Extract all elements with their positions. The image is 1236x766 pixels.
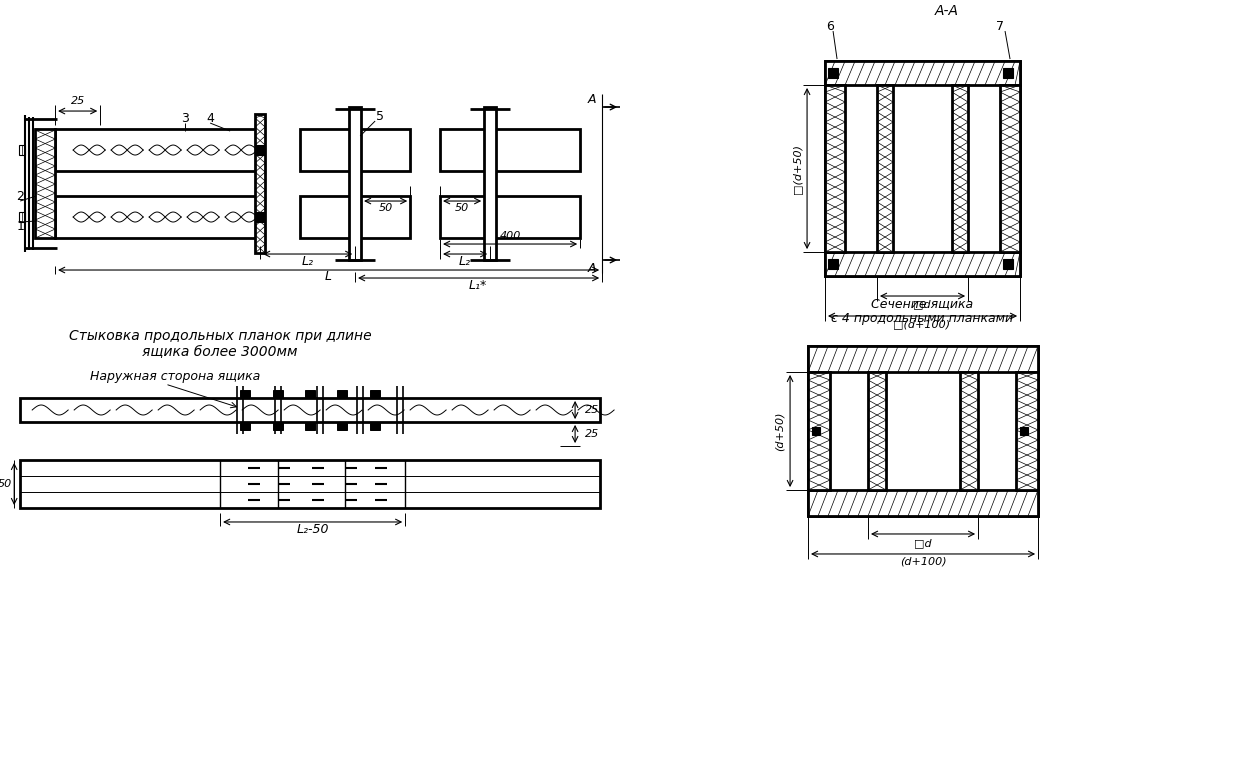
Text: L₂-50: L₂-50 [297,523,329,536]
Bar [440,196,580,238]
Text: 50: 50 [0,479,12,489]
Text: 3: 3 [182,112,189,125]
Text: L₁*: L₁* [468,279,487,292]
Bar [370,423,381,430]
Bar [828,259,838,269]
Bar [826,61,1020,85]
Bar [808,490,1038,516]
Bar [1004,259,1014,269]
Bar [20,145,25,155]
Text: 25: 25 [585,429,599,439]
Bar [1020,427,1028,435]
Text: □(d+100): □(d+100) [894,319,950,329]
Bar [256,212,265,222]
Text: А-А: А-А [936,4,959,18]
Text: L: L [325,270,331,283]
Bar [370,390,381,397]
Bar [273,423,283,430]
Bar [305,423,315,430]
Bar [826,85,845,252]
Bar [440,129,580,171]
Bar [812,427,819,435]
Bar [273,390,283,397]
Text: Сечение ящика: Сечение ящика [871,297,973,310]
Text: L₂: L₂ [459,254,471,267]
Text: 50: 50 [455,203,470,213]
Bar [300,196,410,238]
Bar [349,107,361,260]
Bar [828,68,838,78]
Bar [1016,372,1038,490]
Bar [240,423,250,430]
Bar [868,372,886,490]
Bar [878,85,894,252]
Text: □d: □d [913,299,931,309]
Bar [56,129,260,171]
Bar [808,346,1038,516]
Bar [255,114,266,253]
Bar [337,423,347,430]
Bar [1004,68,1014,78]
Bar [20,460,601,508]
Text: 7: 7 [996,20,1004,32]
Text: 6: 6 [826,20,834,32]
Text: 25: 25 [70,96,85,106]
Text: □d: □d [915,538,932,548]
Bar [337,390,347,397]
Bar [826,252,1020,276]
Bar [305,390,315,397]
Text: Стыковка продольных планок при длине: Стыковка продольных планок при длине [69,329,372,343]
Bar [1000,85,1020,252]
Bar [960,372,978,490]
Bar [20,212,25,222]
Text: L₂: L₂ [302,254,314,267]
Bar [952,85,968,252]
Text: А: А [588,93,596,106]
Bar [826,61,1020,276]
Bar [808,346,1038,372]
Text: 2: 2 [16,189,25,202]
Text: 1: 1 [16,220,25,233]
Bar [240,390,250,397]
Text: ящика более 3000мм: ящика более 3000мм [142,345,298,359]
Text: (d+100): (d+100) [900,557,947,567]
Text: 25: 25 [585,405,599,415]
Bar [808,372,831,490]
Text: 4: 4 [206,112,214,125]
Text: Наружная сторона ящика: Наружная сторона ящика [90,369,261,382]
Bar [300,129,410,171]
Text: 50: 50 [378,203,393,213]
Bar [35,129,56,238]
Text: 400: 400 [499,231,520,241]
Text: 5: 5 [376,110,384,123]
Text: □(d+50): □(d+50) [792,144,802,194]
Bar [56,196,260,238]
Text: с 4 продольными планками: с 4 продольными планками [831,312,1014,325]
Bar [256,145,265,155]
Text: А: А [588,261,596,274]
Bar [485,107,496,260]
Text: (d+50): (d+50) [775,411,785,450]
Bar [20,398,601,422]
